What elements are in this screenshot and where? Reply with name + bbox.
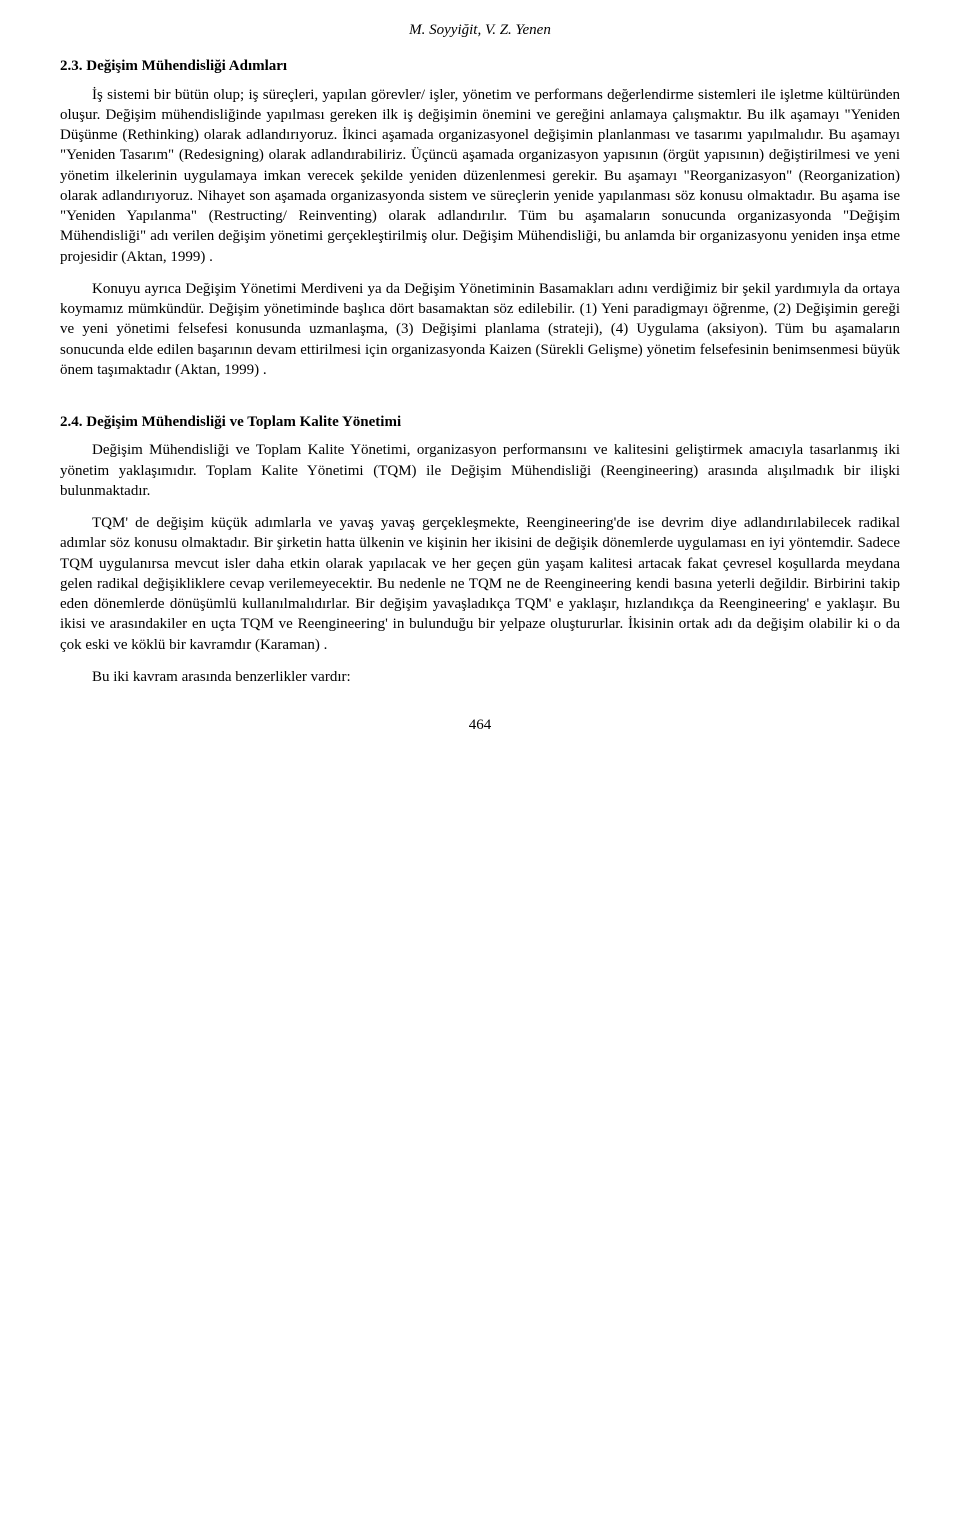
section-heading-2-4: 2.4. Değişim Mühendisliği ve Toplam Kali… — [60, 412, 900, 432]
paragraph: Değişim Mühendisliği ve Toplam Kalite Yö… — [60, 440, 900, 501]
page-number: 464 — [60, 715, 900, 735]
paragraph: Konuyu ayrıca Değişim Yönetimi Merdiveni… — [60, 279, 900, 380]
author-line: M. Soyyiğit, V. Z. Yenen — [60, 20, 900, 40]
paragraph: Bu iki kavram arasında benzerlikler vard… — [60, 667, 900, 687]
paragraph: İş sistemi bir bütün olup; iş süreçleri,… — [60, 85, 900, 267]
section-heading-2-3: 2.3. Değişim Mühendisliği Adımları — [60, 56, 900, 76]
paragraph: TQM' de değişim küçük adımlarla ve yavaş… — [60, 513, 900, 655]
